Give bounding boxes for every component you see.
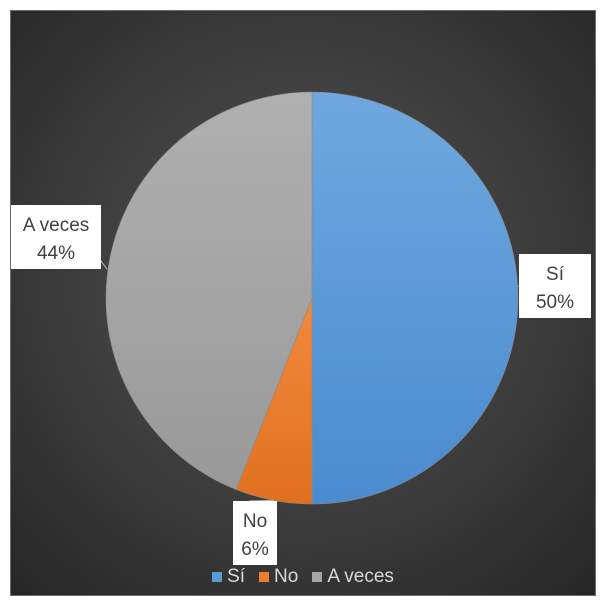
legend: Sí No A veces (11, 566, 595, 588)
legend-swatch-a-veces (312, 572, 323, 582)
data-label-name-si: Sí (546, 264, 565, 285)
chart-area: Sí 50% No 6% A veces 44% Sí No A veces (10, 10, 596, 596)
legend-label-si: Sí (227, 566, 246, 587)
leader-line-a-veces (100, 260, 108, 270)
leader-line-no (248, 499, 274, 502)
data-label-box-no (233, 501, 277, 565)
data-label-value-si: 50% (536, 292, 574, 313)
data-label-name-a-veces: A veces (23, 215, 90, 236)
legend-entry-a-veces: A veces (312, 566, 394, 588)
data-label-box-si (519, 254, 591, 318)
legend-label-a-veces: A veces (327, 566, 394, 587)
legend-label-no: No (274, 566, 299, 587)
data-label-name-no: No (243, 511, 267, 532)
data-label-a-veces: A veces 44% (11, 205, 101, 269)
pie-chart: Sí 50% No 6% A veces 44% (11, 91, 591, 565)
legend-swatch-si (212, 572, 223, 582)
legend-swatch-no (259, 572, 270, 582)
data-label-value-no: 6% (241, 539, 269, 560)
pie-slice-a-veces (105, 91, 313, 490)
legend-entry-si: Sí (212, 566, 245, 588)
data-label-si: Sí 50% (519, 254, 591, 318)
data-label-value-a-veces: 44% (37, 243, 75, 264)
legend-entry-no: No (259, 566, 298, 588)
pie-slice-si (311, 91, 519, 505)
data-label-box-a-veces (11, 205, 101, 269)
data-label-no: No 6% (233, 501, 277, 565)
